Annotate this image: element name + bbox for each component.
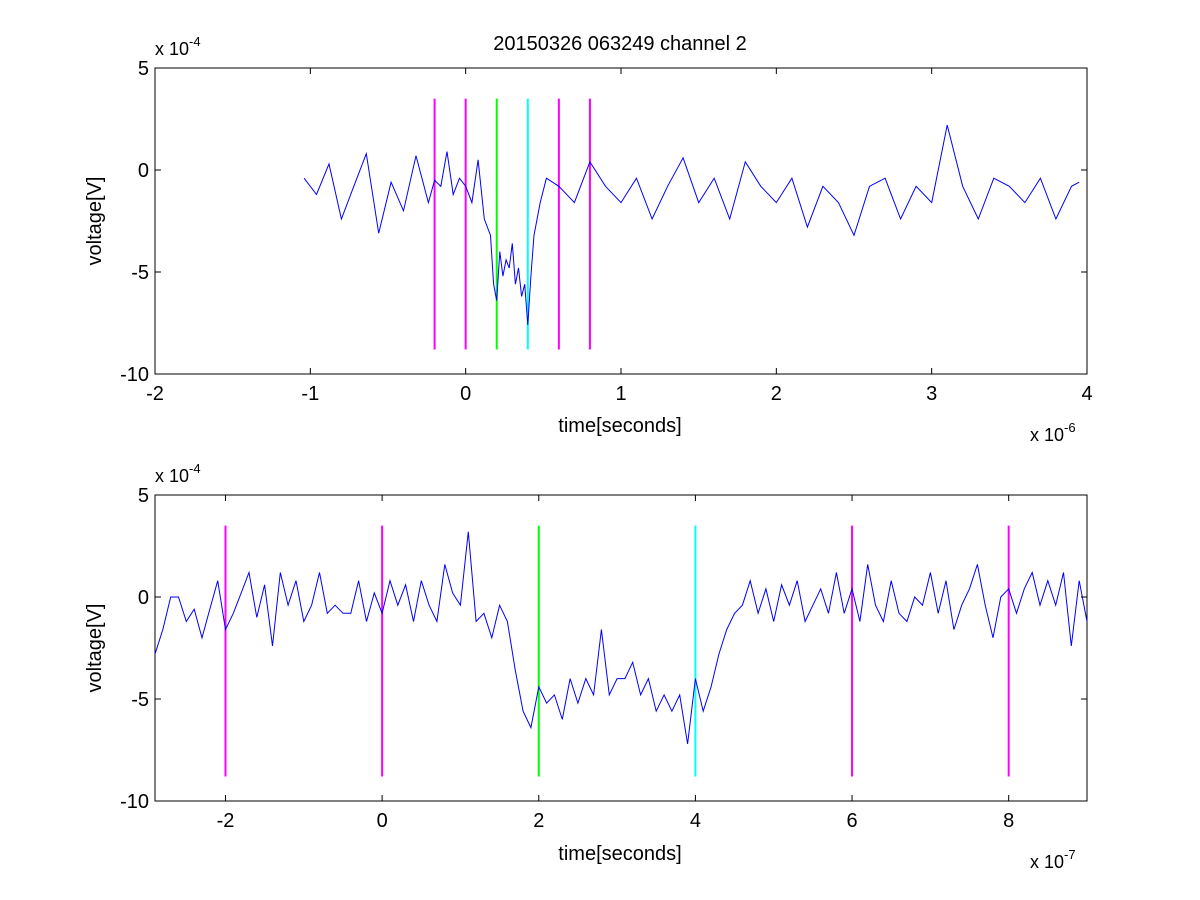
vlines-bottom — [224, 525, 1010, 777]
x-exponent-bottom: -7 — [1064, 847, 1076, 862]
series-line-0 — [303, 124, 1080, 326]
y-tick-label: -5 — [131, 262, 149, 284]
y-tick-label: 0 — [138, 587, 149, 609]
x-tick-label: 4 — [690, 810, 701, 832]
y-multiplier-top: x 10 — [155, 39, 189, 59]
x-tick-label: 3 — [926, 383, 937, 405]
y-exponent-label-bottom: x 10-4 — [155, 461, 201, 486]
x-multiplier-bottom: x 10 — [1030, 852, 1064, 872]
y-exponent-bottom: -4 — [189, 461, 201, 476]
subplot-top: -2 -1 0 1 2 3 4 50-5-10 time[seconds] voltage[… — [84, 34, 1093, 445]
y-tick-label: -10 — [120, 364, 149, 386]
x-tick-label: 2 — [533, 810, 544, 832]
x-tick-label: 0 — [377, 810, 388, 832]
x-tick-label: 4 — [1081, 383, 1092, 405]
y-axis-label-bottom: voltage[V] — [84, 604, 106, 693]
y-tick-label: 0 — [138, 160, 149, 182]
x-ticks-top: -2 -1 0 1 2 3 4 — [146, 68, 1093, 405]
y-axis-label-top: voltage[V] — [84, 177, 106, 266]
x-exponent-label-top: x 10-6 — [1030, 420, 1076, 445]
y-exponent-label-top: x 10-4 — [155, 34, 201, 59]
x-tick-label: 6 — [846, 810, 857, 832]
series-top — [303, 124, 1080, 326]
vlines-top — [433, 98, 591, 350]
y-tick-label: 5 — [138, 485, 149, 507]
x-tick-label: 2 — [771, 383, 782, 405]
x-tick-label: -1 — [301, 383, 319, 405]
plot-area-top — [154, 67, 1088, 375]
y-tick-label: 5 — [138, 58, 149, 80]
x-exponent-top: -6 — [1064, 420, 1076, 435]
y-ticks-top: 5 0 -5 -10 — [120, 58, 1087, 386]
subplot-bottom: -2 0 2 4 6 8 5 0 -5 -10 time[seconds] voltage[V]… — [84, 461, 1088, 872]
x-axis-label-top: time[seconds] — [558, 415, 681, 437]
x-tick-label: 1 — [615, 383, 626, 405]
x-tick-label: 8 — [1003, 810, 1014, 832]
x-tick-label: -2 — [217, 810, 235, 832]
y-exponent-top: -4 — [189, 34, 201, 49]
y-multiplier-bottom: x 10 — [155, 466, 189, 486]
x-tick-label: -2 — [146, 383, 164, 405]
y-tick-label: -10 — [120, 791, 149, 813]
y-ticks-bottom: 5 0 -5 -10 — [120, 485, 1087, 813]
y-tick-label: -5 — [131, 689, 149, 711]
x-axis-label-bottom: time[seconds] — [558, 843, 681, 865]
series-line-0 — [154, 531, 1088, 744]
figure-title: 20150326 063249 channel 2 — [493, 33, 747, 55]
x-ticks-bottom: -2 0 2 4 6 8 — [217, 495, 1014, 832]
x-exponent-label-bottom: x 10-7 — [1030, 847, 1076, 872]
series-bottom — [154, 531, 1088, 744]
x-tick-label: 0 — [460, 383, 471, 405]
plot-area-bottom — [154, 494, 1088, 802]
x-multiplier-top: x 10 — [1030, 425, 1064, 445]
